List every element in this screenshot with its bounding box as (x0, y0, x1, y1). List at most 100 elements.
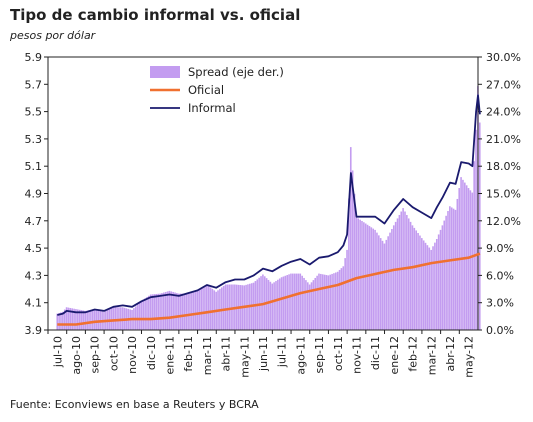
spread-bar (316, 275, 318, 330)
x-tick-label: feb-12 (407, 336, 420, 372)
spread-bar (207, 285, 210, 330)
spread-bar (333, 273, 335, 330)
spread-bar (174, 292, 176, 330)
x-tick-label: may-11 (238, 336, 251, 378)
spread-bar (91, 309, 94, 330)
spread-bar (209, 287, 212, 330)
spread-bar (56, 313, 59, 330)
spread-bar (198, 288, 201, 330)
spread-bar (164, 291, 167, 330)
y-right-tick-label: 15.0% (486, 188, 521, 201)
y-left-tick-label: 3.9 (25, 324, 43, 337)
spread-bar (151, 294, 154, 330)
spread-bar (443, 220, 446, 330)
spread-bar (181, 293, 184, 330)
spread-bar (409, 221, 412, 330)
spread-bar (200, 287, 203, 330)
x-tick-label: dic-11 (369, 336, 382, 370)
spread-bar (349, 147, 352, 330)
source-note: Fuente: Econviews en base a Reuters y BC… (10, 398, 259, 411)
spread-bar (340, 268, 343, 330)
spread-bar (456, 198, 459, 330)
spread-bar (391, 228, 393, 330)
spread-bar (62, 311, 64, 330)
x-tick-label: feb-11 (182, 336, 195, 372)
spread-bar (385, 239, 388, 330)
spread-bar (163, 292, 165, 330)
spread-bar (172, 291, 174, 330)
x-tick-label: nov-10 (126, 336, 139, 374)
spread-bar (344, 258, 346, 330)
x-tick-label: abr-12 (444, 336, 457, 372)
x-tick-label: abr-11 (220, 336, 233, 372)
spread-bar (202, 286, 204, 330)
spread-bar (398, 214, 401, 330)
x-tick-label: oct-11 (332, 336, 345, 371)
spread-bars (56, 86, 481, 331)
y-left-tick-label: 4.1 (25, 297, 43, 310)
spread-bar (290, 273, 292, 330)
spread-bar (114, 307, 117, 330)
spread-bar (138, 302, 141, 330)
spread-bar (69, 307, 72, 330)
x-tick-label: ene-12 (388, 336, 401, 374)
spread-bar (327, 275, 330, 330)
spread-bar (460, 177, 462, 330)
spread-bar (342, 266, 345, 330)
spread-bar (305, 280, 307, 330)
spread-bar (450, 207, 453, 330)
line-oficial (57, 252, 481, 326)
x-tick-label: dic-10 (145, 336, 158, 370)
spread-bar (58, 313, 60, 330)
y-right-tick-label: 18.0% (486, 160, 521, 173)
spread-bar (435, 239, 438, 330)
spread-bar (394, 221, 397, 330)
spread-bar (318, 273, 320, 330)
spread-bar (206, 284, 208, 330)
spread-bar (93, 309, 96, 330)
spread-bar (187, 293, 189, 330)
spread-bar (357, 218, 360, 330)
x-tick-label: sep-10 (89, 336, 102, 373)
x-tick-label: mar-11 (201, 336, 214, 375)
spread-bar (155, 293, 158, 330)
spread-bar (196, 289, 199, 330)
spread-bar (422, 240, 425, 330)
spread-bar (161, 293, 163, 330)
spread-bar (230, 284, 232, 330)
y-right-tick-label: 21.0% (486, 133, 521, 146)
spread-bar (267, 279, 270, 330)
chart-title: Tipo de cambio informal vs. oficial (10, 6, 301, 24)
spread-bar (86, 310, 88, 330)
spread-bar (185, 293, 188, 330)
spread-bar (73, 308, 75, 330)
spread-bar (191, 292, 193, 330)
x-tick-label: oct-10 (107, 336, 120, 371)
spread-bar (63, 309, 66, 330)
spread-bar (95, 309, 98, 330)
spread-bar (157, 293, 160, 330)
spread-bar (428, 247, 431, 330)
spread-bar (430, 249, 432, 330)
spread-bar (269, 281, 272, 330)
spread-bar (359, 219, 361, 330)
spread-bar (351, 170, 354, 330)
line-informal (57, 94, 481, 316)
spread-bar (176, 293, 178, 330)
spread-bar (273, 282, 275, 330)
spread-bar (464, 182, 466, 330)
y-left-tick-label: 4.5 (25, 242, 43, 255)
spread-bar (262, 274, 264, 330)
spread-bar (449, 206, 451, 330)
spread-bar (222, 285, 225, 330)
spread-bar (320, 273, 322, 330)
spread-bar (277, 279, 279, 330)
spread-bar (159, 293, 161, 330)
y-left-tick-label: 5.3 (25, 133, 43, 146)
spread-bar (434, 242, 436, 330)
spread-bar (211, 288, 214, 330)
spread-bar (475, 129, 477, 330)
spread-bar (404, 211, 406, 330)
spread-bar (301, 275, 303, 330)
spread-bar (407, 218, 410, 330)
